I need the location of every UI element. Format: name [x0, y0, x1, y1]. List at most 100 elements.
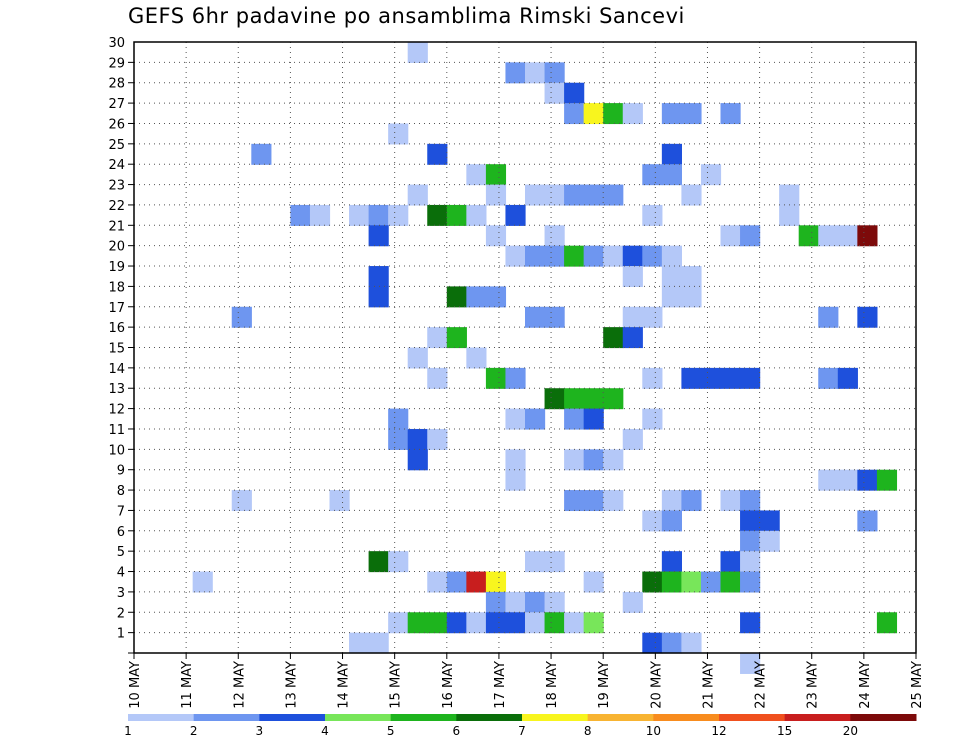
heatmap-cell	[583, 103, 604, 125]
heatmap-cell	[622, 266, 643, 287]
heatmap-cell	[525, 306, 546, 328]
y-tick-label: 29	[108, 56, 125, 71]
legend-label: 3	[256, 724, 264, 738]
y-tick-label: 5	[117, 545, 125, 560]
heatmap-cell	[231, 490, 252, 512]
heatmap-cell	[544, 225, 565, 247]
heatmap-cell	[525, 184, 546, 206]
heatmap-cell	[661, 286, 682, 308]
x-tick-label: 11 MAY	[180, 661, 195, 709]
legend-swatch	[784, 714, 851, 721]
heatmap-cell	[740, 510, 761, 532]
heatmap-cell	[681, 103, 702, 125]
heatmap-cell	[642, 510, 663, 532]
legend-swatch	[128, 714, 195, 721]
legend-label: 15	[777, 724, 792, 738]
heatmap-cell	[818, 469, 839, 491]
heatmap-cell	[837, 225, 858, 247]
heatmap-cell	[309, 204, 331, 226]
heatmap-cell	[583, 449, 604, 471]
heatmap-cell	[251, 143, 272, 165]
y-tick-label: 17	[108, 301, 125, 316]
heatmap-cell	[818, 367, 839, 389]
heatmap-cell	[681, 571, 702, 593]
heatmap-cell	[485, 367, 507, 389]
heatmap-cell	[720, 551, 741, 573]
heatmap-cell	[759, 530, 780, 552]
heatmap-cell	[407, 184, 428, 206]
heatmap-cell	[446, 571, 467, 593]
x-tick-label: 15 MAY	[389, 661, 404, 709]
heatmap-cell	[583, 408, 604, 430]
heatmap-cell	[622, 327, 643, 349]
heatmap-cell	[231, 306, 252, 328]
heatmap-cell	[505, 469, 526, 491]
heatmap-cell	[388, 123, 409, 145]
y-tick-label: 9	[117, 464, 125, 479]
heatmap-cell	[525, 408, 546, 430]
heatmap-cell	[583, 571, 604, 593]
heatmap-cell	[525, 62, 546, 84]
heatmap-cell	[446, 612, 467, 634]
heatmap-cell	[661, 245, 682, 267]
legend-swatch	[522, 714, 589, 721]
legend-swatch	[456, 714, 523, 721]
heatmap-cell	[876, 469, 898, 491]
heatmap-cell	[407, 612, 428, 634]
heatmap-cell	[661, 632, 682, 654]
heatmap-cell	[407, 42, 428, 63]
y-tick-label: 16	[108, 321, 125, 336]
heatmap-cell	[485, 164, 507, 186]
heatmap-cell	[818, 225, 839, 247]
heatmap-cell	[661, 164, 682, 186]
heatmap-cell	[603, 184, 624, 206]
x-tick-label: 16 MAY	[441, 661, 456, 709]
y-tick-label: 22	[108, 199, 125, 214]
heatmap-cell	[837, 469, 858, 491]
legend-label: 5	[387, 724, 395, 738]
x-tick-label: 21 MAY	[701, 661, 716, 709]
heatmap-cell	[329, 490, 350, 512]
heatmap-cell	[740, 612, 761, 634]
heatmap-cell	[564, 612, 585, 634]
x-tick-label: 25 MAY	[910, 661, 925, 709]
y-tick-label: 27	[108, 97, 125, 112]
heatmap-cell	[779, 184, 800, 206]
heatmap-cell	[603, 327, 624, 349]
heatmap-cell	[564, 449, 585, 471]
heatmap-cell	[446, 286, 467, 308]
heatmap-cell	[388, 551, 409, 573]
heatmap-cell	[466, 347, 487, 369]
heatmap-cell	[759, 510, 780, 532]
heatmap-cell	[525, 612, 546, 634]
heatmap-cell	[485, 571, 507, 593]
heatmap-cell	[505, 408, 526, 430]
heatmap-cell	[485, 286, 507, 308]
heatmap-cell	[505, 62, 526, 84]
heatmap-cell	[642, 164, 663, 186]
legend-label: 8	[584, 724, 592, 738]
y-tick-label: 8	[117, 484, 125, 499]
heatmap-cell	[681, 266, 702, 287]
heatmap-cell	[427, 327, 448, 349]
heatmap-cell	[505, 612, 526, 634]
y-tick-label: 14	[108, 362, 125, 377]
legend-label: 20	[843, 724, 858, 738]
heatmap-cell	[700, 164, 722, 186]
y-tick-label: 15	[108, 342, 125, 357]
heatmap-cell	[466, 612, 487, 634]
legend-label: 7	[518, 724, 526, 738]
heatmap-cell	[583, 245, 604, 267]
legend-swatch	[259, 714, 326, 721]
heatmap-cell	[349, 204, 370, 226]
heatmap-cell	[407, 449, 428, 471]
legend-label: 6	[453, 724, 461, 738]
heatmap-cell	[661, 510, 682, 532]
chart-title: GEFS 6hr padavine po ansamblima Rimski S…	[128, 4, 685, 28]
heatmap-cell	[525, 591, 546, 613]
heatmap-cell	[583, 612, 604, 634]
heatmap-cell	[544, 388, 565, 410]
heatmap-cell	[583, 490, 604, 512]
x-tick-label: 23 MAY	[806, 661, 821, 709]
